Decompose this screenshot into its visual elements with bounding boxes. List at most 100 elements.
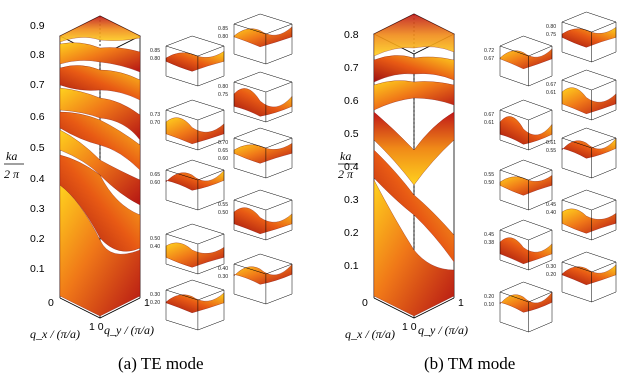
te-y-tick: 0.6 [30,111,45,123]
inset-surface [561,264,617,285]
inset-plot: 0.61 0.55 [546,127,617,179]
te-y-tick: 0.7 [30,79,45,91]
inset-plot: 0.55 0.50 [484,159,553,211]
tm-freq-label-den: 2 π [338,167,354,181]
te-inset-column-left: 0.85 0.80 0.73 0.70 0.65 0.60 0.50 0.40 0.30 0.20 [150,35,225,331]
inset-plot: 0.73 0.70 [150,99,225,151]
inset-plot: 0.72 0.67 [484,35,553,87]
inset-frame [499,99,553,151]
inset-tick-label: 0.61 [546,140,556,146]
tm-corner-label: 1 0 [402,321,417,333]
te-y-tick: 0.9 [30,20,45,32]
tm-freq-label-num: ka [340,149,351,163]
inset-surface [165,51,225,72]
inset-surface [561,27,617,48]
inset-tick-label: 0.30 [546,264,556,270]
inset-surface [165,117,225,144]
inset-plot: 0.70 0.65 0.60 [218,127,293,179]
inset-plot: 0.80 0.75 [218,71,293,123]
te-y-tick: 0.3 [30,203,45,215]
te-y-tick: 0.2 [30,233,45,245]
inset-surface [499,116,553,145]
tm-qy-label: q_y / (π/a) [418,323,468,337]
inset-surface [561,87,617,114]
inset-frame [561,11,617,63]
te-freq-label-den: 2 π [4,167,20,181]
inset-tick-label: 0.50 [484,180,494,186]
tm-y-tick: 0.1 [344,260,359,272]
inset-frame [499,159,553,211]
inset-tick-label: 0.61 [546,90,556,96]
inset-plot: 0.45 0.38 [484,219,553,271]
inset-tick-label: 0.72 [484,48,494,54]
inset-tick-label: 0.80 [546,24,556,30]
tm-zero-label: 0 [362,297,368,309]
inset-surface [233,26,293,47]
tm-y-tick: 0.7 [344,62,359,74]
inset-frame [165,279,225,331]
inset-tick-label: 0.30 [150,292,160,298]
te-qy-label: q_y / (π/a) [104,323,154,337]
inset-tick-label: 0.60 [150,180,160,186]
inset-tick-label: 0.20 [150,300,160,306]
inset-frame [233,127,293,179]
inset-tick-label: 0.20 [484,294,494,300]
inset-tick-label: 0.55 [218,202,228,208]
inset-tick-label: 0.61 [484,120,494,126]
inset-tick-label: 0.75 [218,92,228,98]
tm-one-label: 1 [458,297,464,309]
inset-tick-label: 0.67 [484,56,494,62]
inset-tick-label: 0.70 [218,140,228,146]
tm-caption: (b) TM mode [424,354,516,373]
inset-tick-label: 0.73 [150,112,160,118]
inset-tick-label: 0.65 [218,148,228,154]
inset-tick-label: 0.65 [150,172,160,178]
te-y-tick: 0.5 [30,142,45,154]
inset-plot: 0.85 0.80 [150,35,225,87]
inset-frame [233,13,293,65]
inset-frame [499,35,553,87]
inset-frame [499,219,553,271]
te-y-tick: 0.1 [30,263,45,275]
te-y-tick: 0.8 [30,49,45,61]
inset-tick-label: 0.50 [150,236,160,242]
tm-y-tick: 0.8 [344,29,359,41]
inset-surface [233,207,293,234]
inset-plot: 0.67 0.61 [484,99,553,151]
te-corner-label: 1 0 [89,321,104,333]
inset-frame [165,159,225,211]
inset-tick-label: 0.40 [150,244,160,250]
inset-tick-label: 0.80 [150,56,160,62]
te-one-label: 1 [144,297,150,309]
inset-tick-label: 0.60 [218,156,228,162]
inset-tick-label: 0.10 [484,302,494,308]
inset-tick-label: 0.85 [218,26,228,32]
inset-frame [165,35,225,87]
inset-surface [499,175,553,196]
inset-surface [499,237,553,264]
tm-y-tick: 0.5 [344,128,359,140]
inset-frame [561,251,617,303]
te-band-surfaces [59,15,141,317]
panel-te: 0.9 0.8 0.7 0.6 0.5 0.4 0.3 0.2 0.1 ka 2… [4,13,293,341]
te-y-tick: 0.4 [30,173,45,185]
tm-inset-column-right: 0.80 0.75 0.67 0.61 0.61 0.55 0.45 0.40 0.30 0.20 [546,11,617,303]
inset-frame [165,223,225,275]
tm-band-surfaces [373,13,455,317]
inset-frame [561,189,617,241]
inset-tick-label: 0.55 [546,148,556,154]
inset-plot: 0.40 0.30 [218,253,293,305]
inset-frame [165,99,225,151]
tm-qx-label: q_x / (π/a) [345,327,395,341]
inset-plot: 0.55 0.50 [218,189,293,241]
inset-surface [561,208,617,234]
inset-surface [499,48,553,69]
inset-plot: 0.65 0.60 [150,159,225,211]
tm-y-tick: 0.3 [344,194,359,206]
inset-plot: 0.67 0.61 [546,69,617,121]
tm-y-tick: 0.2 [344,227,359,239]
inset-plot: 0.30 0.20 [150,279,225,331]
tm-y-axis: 0.8 0.7 0.6 0.5 0.4 0.3 0.2 0.1 [344,29,359,272]
inset-surface [165,292,225,313]
inset-surface [165,242,225,268]
